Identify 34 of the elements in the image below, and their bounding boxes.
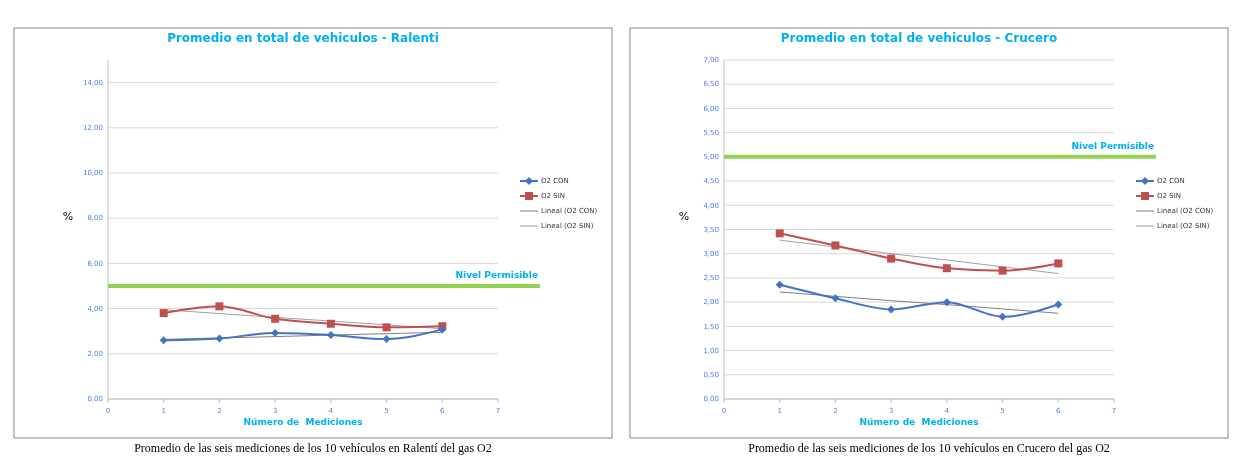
x-axis-title: Número de Mediciones [859, 417, 979, 427]
point [159, 336, 168, 345]
point [326, 331, 335, 340]
ref-line-label: Nivel Permisible [1071, 140, 1154, 151]
point [998, 312, 1007, 321]
point [831, 294, 840, 303]
text: Promedio de las seis mediciones de los 10 vehículos en Ralentí del gas O2 [134, 441, 492, 455]
point [382, 335, 391, 344]
point [887, 305, 896, 314]
point [942, 264, 951, 273]
y-axis-title: % [678, 209, 690, 223]
point [942, 298, 951, 307]
point [1054, 259, 1063, 268]
chart-title: Promedio en total de vehiculos - Crucero [780, 31, 1058, 45]
point [326, 319, 335, 328]
line-series [779, 239, 1059, 275]
point [271, 314, 280, 323]
point [382, 323, 391, 332]
point [271, 329, 280, 338]
line-series [779, 291, 1059, 314]
point [775, 280, 784, 289]
point [1054, 300, 1063, 309]
point [998, 266, 1007, 275]
chart-title: Promedio en total de vehiculos - Ralenti [167, 31, 439, 45]
text: Promedio de las seis mediciones de los 10 vehículos en Crucero del gas O2 [748, 441, 1110, 455]
y-axis-title: % [62, 209, 74, 223]
ref-line-label: Nivel Permisible [455, 270, 538, 280]
x-axis-title: Número de Mediciones [243, 417, 363, 427]
point [159, 309, 168, 318]
point [775, 229, 784, 238]
point [215, 302, 224, 311]
point [215, 334, 224, 343]
point [887, 254, 896, 263]
point [831, 241, 840, 250]
